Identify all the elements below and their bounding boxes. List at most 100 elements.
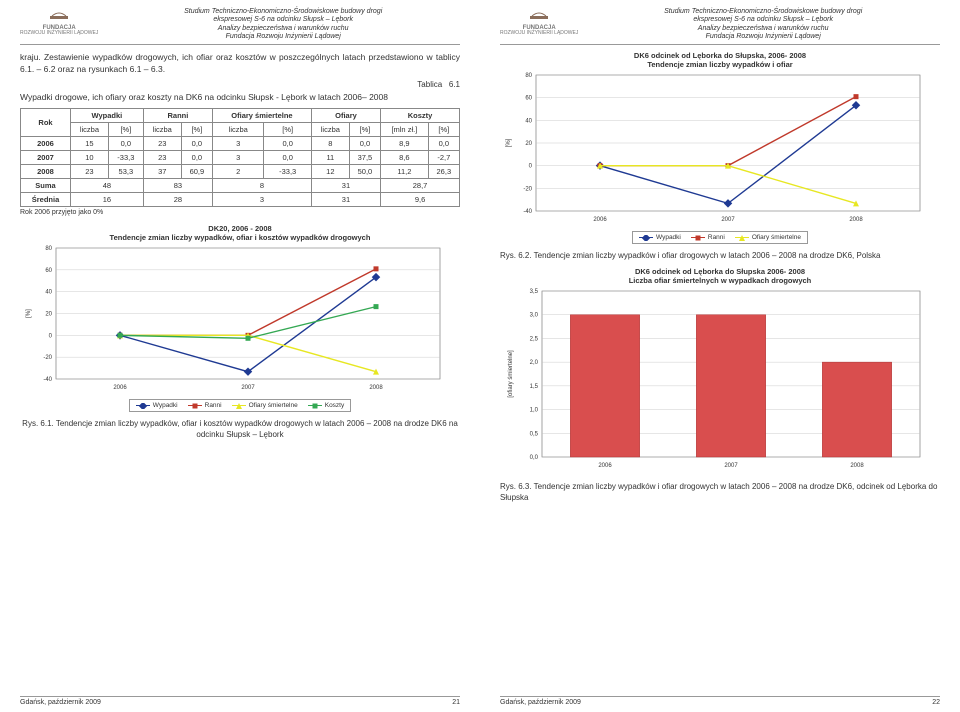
svg-text:60: 60 [45, 268, 52, 274]
chart1-title-2: Tendencje zmian liczby wypadków, ofiar i… [20, 233, 460, 242]
table-cell: 28 [143, 192, 212, 206]
table-subheader: [%] [181, 122, 212, 136]
table-cell: -2,7 [428, 150, 459, 164]
header-title-2: ekspresowej S-6 na odcinku Słupsk – Lębo… [586, 16, 940, 24]
table-header: Rok [21, 108, 71, 136]
table-cell: 2006 [21, 136, 71, 150]
svg-text:2006: 2006 [113, 385, 127, 391]
intro-text: kraju. Zestawienie wypadków drogowych, i… [20, 51, 460, 77]
table-cell: 23 [143, 150, 181, 164]
table-caption-text: Wypadki drogowe, ich ofiary oraz koszty … [20, 91, 460, 104]
legend-label: Koszty [325, 402, 345, 409]
table-subheader: [%] [428, 122, 459, 136]
table-cell: 0,0 [108, 136, 143, 150]
svg-text:3,0: 3,0 [530, 312, 539, 318]
chart3-title-1: DK6 odcinek od Lęborka do Słupska 2006- … [500, 267, 940, 276]
fig1-caption: Rys. 6.1. Tendencje zmian liczby wypadkó… [20, 418, 460, 440]
svg-text:2008: 2008 [850, 463, 864, 469]
legend-item: Ofiary śmiertelne [232, 402, 298, 409]
table-cell: 11 [311, 150, 349, 164]
table-header: Ranni [143, 108, 212, 122]
chart-dk20: DK20, 2006 - 2008 Tendencje zmian liczby… [20, 224, 460, 412]
logo-block: FUNDACJA ROZWOJU INŻYNIERII LĄDOWEJ [20, 8, 98, 37]
legend-label: Wypadki [153, 402, 178, 409]
table-cell: 10 [70, 150, 108, 164]
table-cell: 0,0 [181, 136, 212, 150]
svg-text:20: 20 [45, 311, 52, 317]
fig2-caption: Rys. 6.2. Tendencje zmian liczby wypadkó… [500, 250, 940, 261]
header-titles: Studium Techniczno-Ekonomiczno-Środowisk… [586, 8, 940, 42]
table-cell: 8 [311, 136, 349, 150]
header-titles: Studium Techniczno-Ekonomiczno-Środowisk… [106, 8, 460, 42]
table-cell: 28,7 [381, 178, 460, 192]
table-row: Suma488383128,7 [21, 178, 460, 192]
table-cell: 8,6 [381, 150, 429, 164]
svg-text:60: 60 [525, 95, 532, 101]
svg-text:40: 40 [45, 289, 52, 295]
table-row: 20082353,33760,92-33,31250,011,226,3 [21, 164, 460, 178]
fig3-caption: Rys. 6.3. Tendencje zmian liczby wypadkó… [500, 481, 940, 503]
table-cell: 0,0 [349, 136, 380, 150]
svg-text:0,0: 0,0 [530, 455, 539, 461]
svg-text:2007: 2007 [721, 217, 735, 223]
chart2-title-1: DK6 odcinek od Lęborka do Słupska, 2006-… [500, 51, 940, 60]
table-cell: 12 [311, 164, 349, 178]
table-cell: Średnia [21, 192, 71, 206]
page-spread: FUNDACJA ROZWOJU INŻYNIERII LĄDOWEJ Stud… [0, 0, 960, 712]
svg-text:-40: -40 [523, 209, 532, 215]
footer-date: Gdańsk, październik 2009 [20, 699, 101, 706]
legend-item: Wypadki [639, 234, 681, 241]
table-subheader: [mln zł.] [381, 122, 429, 136]
table-header: Wypadki [70, 108, 143, 122]
svg-text:0: 0 [529, 163, 533, 169]
svg-text:0,5: 0,5 [530, 431, 539, 437]
svg-text:80: 80 [525, 73, 532, 79]
legend-item: Wypadki [136, 402, 178, 409]
svg-text:2008: 2008 [369, 385, 383, 391]
logo-icon [528, 8, 550, 22]
svg-text:1,0: 1,0 [530, 407, 539, 413]
table-cell: 9,6 [381, 192, 460, 206]
table-row: 2006150,0230,030,080,08,90,0 [21, 136, 460, 150]
svg-text:0: 0 [49, 333, 53, 339]
table-cell: 3 [213, 136, 264, 150]
chart3-title-2: Liczba ofiar śmiertelnych w wypadkach dr… [500, 276, 940, 285]
table-subheader: [%] [349, 122, 380, 136]
table-footnote: Rok 2006 przyjęto jako 0% [20, 209, 460, 216]
table-subheader: [%] [264, 122, 311, 136]
legend-label: Wypadki [656, 234, 681, 241]
chart2-title-2: Tendencje zmian liczby wypadków i ofiar [500, 60, 940, 69]
header-title-1: Studium Techniczno-Ekonomiczno-Środowisk… [106, 8, 460, 16]
svg-text:2006: 2006 [598, 463, 612, 469]
table-cell: Suma [21, 178, 71, 192]
chart1-svg: -40-20020406080[%]200620072008 [20, 242, 450, 397]
svg-text:2006: 2006 [593, 217, 607, 223]
table-subheader: liczba [213, 122, 264, 136]
table-header: Ofiary śmiertelne [213, 108, 312, 122]
legend-label: Ofiary śmiertelne [752, 234, 801, 241]
table-cell: 11,2 [381, 164, 429, 178]
svg-text:[%]: [%] [506, 138, 512, 147]
svg-text:1,5: 1,5 [530, 384, 539, 390]
accidents-table: RokWypadkiRanniOfiary śmiertelneOfiaryKo… [20, 108, 460, 207]
table-cell: 48 [70, 178, 143, 192]
legend-label: Ofiary śmiertelne [249, 402, 298, 409]
chart1-legend: WypadkiRanniOfiary śmiertelneKoszty [129, 399, 352, 412]
page-right: FUNDACJA ROZWOJU INŻYNIERII LĄDOWEJ Stud… [480, 0, 960, 712]
table-subheader: liczba [311, 122, 349, 136]
chart2-svg: -40-20020406080[%]200620072008 [500, 69, 930, 229]
page-left: FUNDACJA ROZWOJU INŻYNIERII LĄDOWEJ Stud… [0, 0, 480, 712]
svg-text:[%]: [%] [26, 309, 32, 318]
table-cell: 0,0 [428, 136, 459, 150]
svg-text:-40: -40 [43, 377, 52, 383]
legend-label: Ranni [708, 234, 725, 241]
chart2-legend: Wypadki Ranni Ofiary śmiertelne [632, 231, 808, 244]
table-header: Koszty [381, 108, 460, 122]
header-title-1: Studium Techniczno-Ekonomiczno-Środowisk… [586, 8, 940, 16]
table-cell: 15 [70, 136, 108, 150]
page-header: FUNDACJA ROZWOJU INŻYNIERII LĄDOWEJ Stud… [500, 8, 940, 45]
header-title-3: Analizy bezpieczeństwa i warunków ruchu [586, 25, 940, 33]
logo-icon [48, 8, 70, 22]
table-head: RokWypadkiRanniOfiary śmiertelneOfiaryKo… [21, 108, 460, 136]
header-subtitle: Fundacja Rozwoju Inżynierii Lądowej [106, 33, 460, 41]
